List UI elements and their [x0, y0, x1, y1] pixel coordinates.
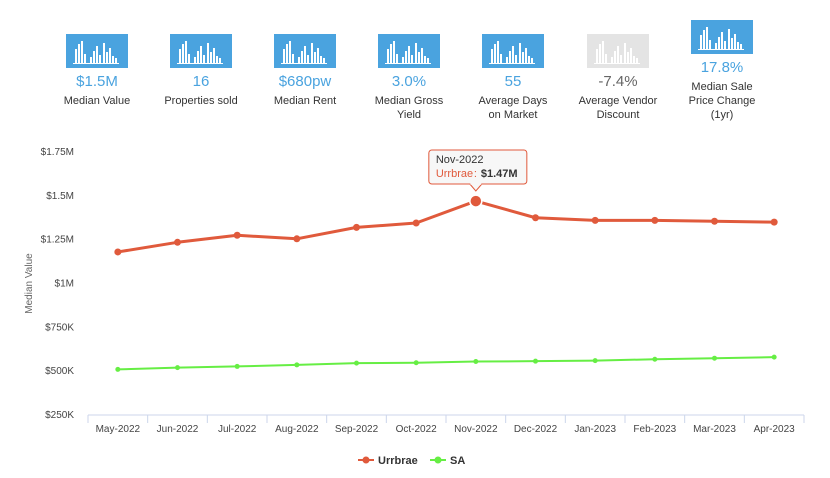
x-tick-label: Feb-2023: [633, 424, 676, 435]
tooltip-colon: :: [474, 168, 477, 180]
y-tick-label: $1M: [55, 279, 74, 290]
stat-median-rent: $680pw Median Rent: [253, 34, 357, 108]
stat-value: -7.4%: [598, 73, 638, 90]
stat-value: 17.8%: [700, 59, 744, 76]
x-tick-label: Jan-2023: [574, 424, 616, 435]
data-point-urrbrae: [114, 248, 122, 256]
data-point-urrbrae: [412, 219, 420, 227]
stat-value: $680pw: [278, 73, 332, 90]
data-point-sa: [533, 358, 538, 364]
data-point-sa: [354, 360, 359, 366]
stat-median-gross-yield: 3.0% Median Gross Yield: [357, 34, 461, 122]
y-axis-label: Median Value: [24, 253, 35, 314]
x-tick-label: Mar-2023: [693, 424, 736, 435]
stat-median-sale-price-change: 17.8% Median Sale Price Change (1yr): [670, 20, 774, 122]
data-point-sa: [592, 358, 598, 364]
stat-label: Properties sold: [164, 95, 238, 107]
data-point-urrbrae: [711, 217, 718, 225]
data-point-urrbrae: [591, 216, 599, 224]
y-tick-label: $1.75M: [41, 147, 74, 158]
data-point-urrbrae: [651, 216, 659, 224]
bar-chart-icon: [482, 34, 544, 68]
data-point-sa: [652, 356, 658, 362]
bar-chart-icon: [378, 34, 440, 68]
stat-average-vendor-discount: -7.4% Average Vendor Discount: [566, 34, 670, 122]
stat-properties-sold: 16 Properties sold: [149, 34, 253, 108]
stat-label: Average Vendor Discount: [578, 95, 658, 121]
tooltip-series-name: Urrbrae: [436, 168, 473, 180]
stat-label: Median Gross Yield: [374, 95, 444, 121]
x-tick-label: May-2022: [96, 424, 141, 435]
data-point-urrbrae: [770, 218, 778, 226]
x-tick-label: Nov-2022: [454, 424, 498, 435]
bar-chart-icon: [66, 34, 128, 68]
median-value-chart: $250K $500K $750K $1M $1.25M $1.5M $1.75M Media…: [24, 147, 805, 467]
x-tick-label: Jun-2022: [157, 424, 199, 435]
series-line-urrbrae: [117, 199, 775, 254]
stat-value: 55: [504, 73, 522, 90]
bar-chart-icon: [691, 20, 753, 54]
stat-value: 16: [192, 73, 210, 90]
hovered-data-point: [469, 194, 483, 208]
legend-item-sa[interactable]: SA: [450, 455, 465, 467]
x-tick-label: Jul-2022: [218, 424, 257, 435]
data-point-sa: [413, 360, 419, 366]
data-point-urrbrae: [293, 235, 301, 243]
data-point-sa: [712, 355, 717, 361]
data-point-sa: [115, 366, 121, 372]
data-point-urrbrae: [233, 231, 241, 239]
stat-value: $1.5M: [76, 73, 118, 90]
tooltip-title: Nov-2022: [436, 154, 484, 166]
y-tick-label: $750K: [45, 322, 74, 333]
tooltip-value: $1.47M: [481, 168, 518, 180]
legend-swatch-marker: [362, 456, 370, 464]
stat-value: 3.0%: [391, 73, 427, 90]
stat-label: Median Rent: [273, 95, 337, 107]
data-point-urrbrae: [532, 214, 539, 222]
stat-label: Median Sale Price Change (1yr): [688, 81, 756, 121]
stat-label: Average Days on Market: [478, 95, 548, 121]
tooltip-pointer: [469, 183, 483, 192]
data-point-sa: [234, 363, 240, 369]
x-tick-label: Sep-2022: [335, 424, 379, 435]
bar-chart-icon: [587, 34, 649, 68]
bar-chart-icon: [170, 34, 232, 68]
x-tick-label: Dec-2022: [514, 424, 558, 435]
bar-chart-icon: [274, 34, 336, 68]
data-point-urrbrae: [353, 223, 360, 231]
data-point-sa: [175, 365, 180, 371]
data-point-sa: [473, 359, 479, 365]
data-point-sa: [771, 354, 777, 360]
y-tick-label: $250K: [45, 410, 74, 421]
series-line-sa: [117, 356, 775, 371]
data-point-urrbrae: [174, 238, 181, 246]
y-tick-label: $1.5M: [46, 191, 74, 202]
x-tick-label: Oct-2022: [396, 424, 438, 435]
legend-swatch-marker: [434, 456, 442, 464]
legend-item-urrbrae[interactable]: Urrbrae: [378, 455, 418, 467]
y-tick-label: $1.25M: [41, 235, 74, 246]
y-tick-label: $500K: [45, 366, 74, 377]
data-point-sa: [294, 362, 300, 368]
x-tick-label: Apr-2023: [754, 424, 796, 435]
stat-average-days-on-market: 55 Average Days on Market: [461, 34, 565, 122]
stat-label: Median Value: [63, 95, 131, 107]
stat-median-value: $1.5M Median Value: [45, 34, 149, 108]
x-tick-label: Aug-2022: [275, 424, 319, 435]
